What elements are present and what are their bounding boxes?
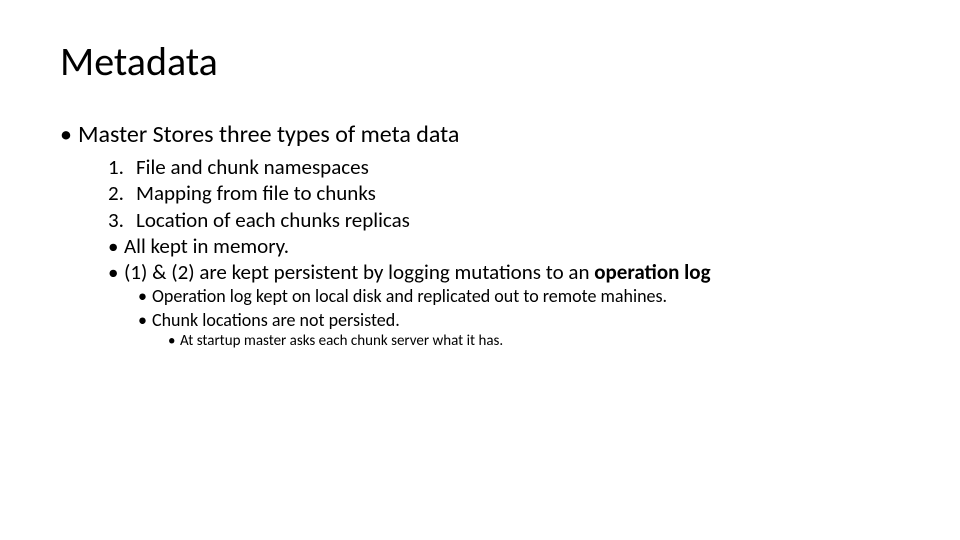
lvl4-group: •At startup master asks each chunk serve… — [168, 332, 900, 352]
bullet-icon: • — [138, 285, 152, 308]
bullet-lvl2: •All kept in memory. — [108, 233, 900, 259]
bullet-icon: • — [168, 332, 180, 352]
lvl2-group: 1.File and chunk namespaces 2.Mapping fr… — [108, 154, 900, 352]
bullet-icon: • — [138, 309, 152, 332]
bullet-icon: • — [108, 259, 124, 285]
numbered-item: 3.Location of each chunks replicas — [108, 207, 900, 233]
bullet-lvl1: •Master Stores three types of meta data — [60, 120, 900, 150]
list-text: Location of each chunks replicas — [136, 207, 410, 233]
slide: Metadata •Master Stores three types of m… — [0, 0, 960, 540]
slide-title: Metadata — [60, 40, 900, 84]
list-text-bold: operation log — [594, 259, 710, 285]
list-number: 1. — [108, 154, 136, 180]
bullet-lvl4: •At startup master asks each chunk serve… — [168, 332, 900, 352]
list-text: Operation log kept on local disk and rep… — [152, 285, 667, 307]
bullet-lvl2: •(1) & (2) are kept persistent by loggin… — [108, 259, 900, 285]
bullet-lvl3: •Operation log kept on local disk and re… — [138, 285, 900, 308]
numbered-item: 1.File and chunk namespaces — [108, 154, 900, 180]
numbered-item: 2.Mapping from file to chunks — [108, 180, 900, 206]
list-text: Chunk locations are not persisted. — [152, 309, 400, 331]
bullet-icon: • — [108, 233, 124, 259]
bullet-icon: • — [60, 120, 78, 150]
list-text: At startup master asks each chunk server… — [180, 332, 503, 350]
list-text: Mapping from file to chunks — [136, 180, 376, 206]
bullet-lvl3: •Chunk locations are not persisted. — [138, 309, 900, 332]
list-text: File and chunk namespaces — [136, 154, 369, 180]
list-text: All kept in memory. — [124, 233, 289, 259]
list-number: 3. — [108, 207, 136, 233]
list-number: 2. — [108, 180, 136, 206]
bullet-lvl1-text: Master Stores three types of meta data — [78, 120, 459, 149]
lvl3-group: •Operation log kept on local disk and re… — [138, 285, 900, 351]
list-text-pre: (1) & (2) are kept persistent by logging… — [124, 259, 594, 285]
